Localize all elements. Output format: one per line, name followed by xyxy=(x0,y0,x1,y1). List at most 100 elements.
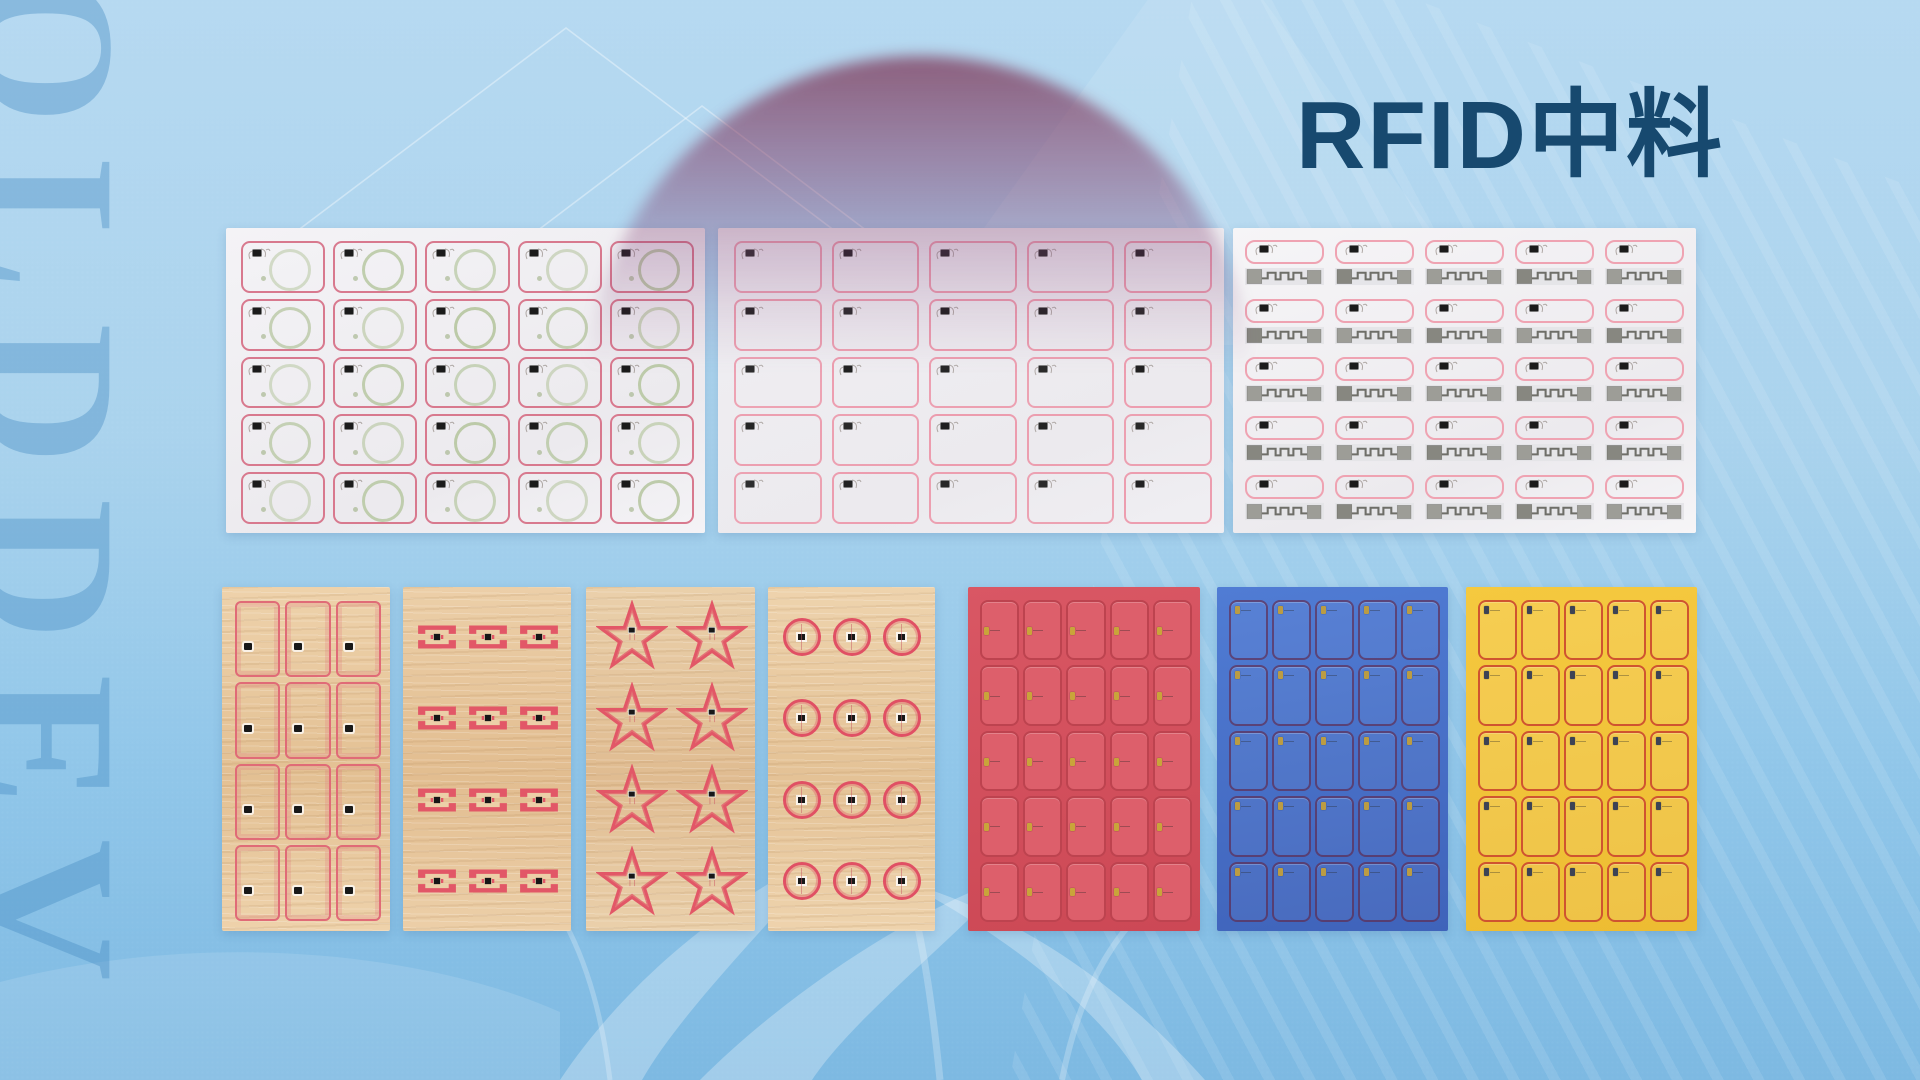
inlay-cell xyxy=(467,764,509,836)
chip-icon xyxy=(839,248,862,260)
circle-coil-icon xyxy=(782,699,821,738)
red-card-inlay-sheet xyxy=(968,587,1200,931)
coil-ring-icon xyxy=(361,306,404,349)
solder-dot-icon xyxy=(445,449,451,455)
chip-icon xyxy=(839,306,862,317)
chip-icon xyxy=(432,364,455,375)
inlay-cell xyxy=(1109,861,1149,922)
bond-wire-icon xyxy=(1576,871,1586,873)
chip-icon xyxy=(1435,303,1458,314)
chip-icon xyxy=(1321,736,1326,745)
coil-ring-icon xyxy=(638,422,681,465)
inlay-cell xyxy=(1229,600,1268,661)
inlay-cell xyxy=(1124,414,1212,467)
inlay-cell xyxy=(1315,730,1354,792)
coil-ring-icon xyxy=(269,364,312,407)
inlay-cell xyxy=(1272,600,1311,661)
bond-wire-icon xyxy=(1370,610,1380,611)
inlay-cell xyxy=(1607,796,1646,857)
chip-icon xyxy=(1484,736,1489,745)
solder-dot-icon xyxy=(260,449,266,455)
chip-icon xyxy=(1484,867,1489,876)
inlay-cell xyxy=(781,845,822,917)
inlay-cell xyxy=(1023,600,1063,661)
inlay-cell xyxy=(734,472,822,524)
inlay-cell xyxy=(1109,600,1149,661)
inlay-cell xyxy=(518,764,560,836)
ibeam-antenna-icon xyxy=(520,625,558,649)
chip-icon xyxy=(617,364,640,375)
inlay-cell xyxy=(285,844,331,921)
inlay-cell xyxy=(425,472,510,524)
inlay-cell xyxy=(416,601,458,673)
bond-wire-icon xyxy=(1576,610,1586,611)
chip-icon xyxy=(936,479,959,491)
bond-wire-icon xyxy=(1619,871,1629,873)
wood-rect-coil-sheet xyxy=(222,587,390,931)
chip-icon xyxy=(1278,606,1283,614)
chip-icon xyxy=(617,479,640,491)
inlay-cell xyxy=(831,356,920,409)
hf-coil-outline xyxy=(1605,298,1684,323)
inlay-cell xyxy=(929,414,1017,467)
bond-wire-icon xyxy=(990,630,1000,632)
inlay-cell xyxy=(881,845,922,917)
chip-icon xyxy=(1156,692,1162,701)
chip-icon xyxy=(244,724,252,732)
chip-icon xyxy=(344,887,353,895)
solder-dot-icon xyxy=(445,276,451,282)
coil-ring-icon xyxy=(361,248,404,291)
inlay-cell xyxy=(1478,861,1517,922)
inlay-cell xyxy=(831,414,920,467)
chip-icon xyxy=(432,421,455,433)
inlay-cell xyxy=(1245,473,1324,523)
chip-icon xyxy=(1435,361,1458,373)
hf-coil-outline xyxy=(1515,475,1594,500)
wood-ibeam-tag-sheet xyxy=(403,587,571,931)
blue-card-inlay-sheet xyxy=(1217,587,1448,931)
chip-icon xyxy=(340,364,363,375)
inlay-cell xyxy=(1245,297,1324,347)
bond-wire-icon xyxy=(1327,740,1337,742)
inlay-cell xyxy=(609,472,694,524)
coil-ring-icon xyxy=(269,479,312,522)
chip-icon xyxy=(344,805,353,813)
coil-ring-icon xyxy=(361,422,404,465)
chip-icon xyxy=(1070,888,1076,897)
inlay-cell xyxy=(1023,796,1063,857)
bond-wire-icon xyxy=(1076,695,1087,697)
inlay-cell xyxy=(518,682,560,754)
inlay-cell xyxy=(1229,665,1268,726)
inlay-cell xyxy=(831,601,872,673)
solder-dot-icon xyxy=(260,391,266,397)
coil-ring-icon xyxy=(638,306,681,349)
bond-wire-icon xyxy=(1413,675,1423,677)
inlay-cell xyxy=(1229,796,1268,857)
inlay-cell xyxy=(1650,600,1689,661)
uhf-dipole-icon xyxy=(1245,326,1324,344)
chip-icon xyxy=(1527,867,1532,876)
inlay-cell xyxy=(1358,796,1397,857)
solder-dot-icon xyxy=(260,507,266,513)
chip-icon xyxy=(1407,606,1412,614)
chip-icon xyxy=(1255,244,1278,256)
inlay-cell xyxy=(335,601,381,678)
bond-wire-icon xyxy=(1370,675,1380,677)
inlay-cell xyxy=(881,682,922,754)
bond-wire-icon xyxy=(1119,695,1130,697)
chip-icon xyxy=(1034,248,1057,260)
circle-coil-icon xyxy=(882,699,921,738)
chip-icon xyxy=(1407,867,1412,876)
inlay-cell xyxy=(1124,356,1212,409)
inlay-cell xyxy=(241,472,326,524)
bond-wire-icon xyxy=(990,826,1000,828)
inlay-cell xyxy=(1478,796,1517,857)
bond-wire-icon xyxy=(1076,826,1087,828)
chip-icon xyxy=(1364,867,1369,876)
bond-wire-icon xyxy=(1576,740,1586,742)
inlay-cell xyxy=(1607,665,1646,726)
inlay-cell xyxy=(1026,472,1115,524)
uhf-dipole-icon xyxy=(1335,267,1414,285)
inlay-cell xyxy=(1109,730,1149,792)
chip-icon xyxy=(244,643,252,651)
